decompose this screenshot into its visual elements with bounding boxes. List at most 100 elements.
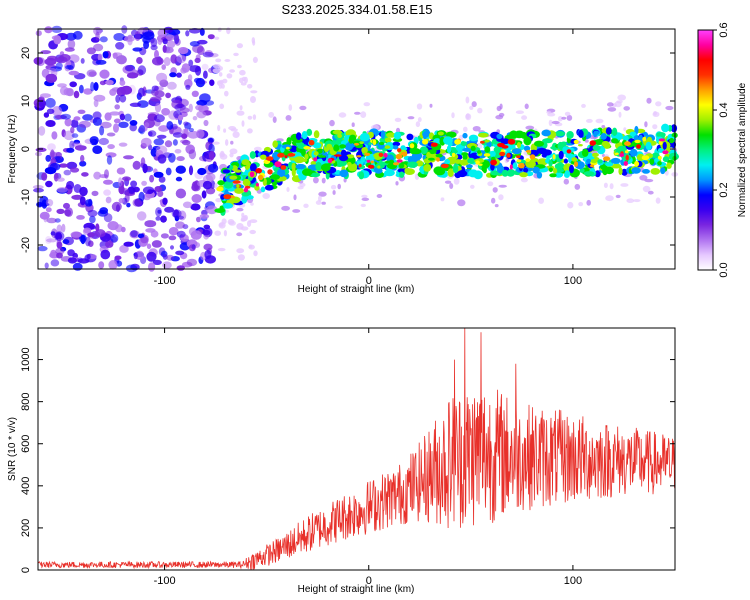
noise-blob (83, 227, 92, 234)
noise-blob (113, 33, 125, 41)
signal-hotspot (611, 138, 619, 144)
signal-hotspot (461, 152, 469, 157)
noise-blob (168, 235, 177, 241)
signal-blob (578, 129, 584, 138)
signal-hotspot (625, 150, 629, 154)
signal-halo (303, 203, 309, 208)
noise-blob (80, 154, 85, 163)
noise-blob (65, 32, 77, 41)
spectrogram-x-axis-label: Height of straight line (km) (298, 284, 415, 295)
signal-hotspot (516, 155, 521, 159)
signal-hotspot (634, 139, 641, 144)
noise-blob (191, 184, 201, 192)
signal-halo (330, 184, 337, 190)
signal-blob (339, 144, 346, 149)
signal-hotspot (601, 140, 610, 147)
noise-blob (40, 50, 51, 55)
signal-halo (557, 116, 563, 122)
noise-blob (104, 112, 112, 121)
signal-hotspot (243, 187, 249, 193)
signal-hotspot (367, 164, 375, 169)
noise-blob (166, 121, 174, 130)
signal-hotspot (326, 143, 333, 150)
signal-hotspot (507, 138, 516, 145)
noise-blob (70, 126, 75, 134)
noise-blob (237, 254, 245, 261)
signal-halo (451, 112, 455, 119)
noise-blob (45, 73, 58, 84)
noise-blob (190, 230, 202, 240)
signal-hotspot (232, 180, 241, 184)
signal-blob (493, 146, 502, 154)
signal-blob (250, 163, 257, 173)
noise-blob (204, 249, 212, 260)
noise-blob (114, 104, 120, 110)
signal-halo (394, 117, 402, 122)
noise-blob (104, 169, 109, 179)
signal-blob (358, 171, 365, 180)
noise-blob (212, 141, 220, 145)
signal-hotspot (327, 158, 333, 164)
noise-blob (176, 230, 186, 238)
signal-blob (583, 171, 595, 176)
noise-blob (57, 83, 67, 88)
signal-blob (670, 124, 678, 133)
signal-hotspot (518, 162, 525, 169)
noise-blob (150, 148, 158, 157)
signal-hotspot (313, 151, 319, 156)
signal-blob (270, 174, 280, 180)
noise-blob (89, 215, 96, 224)
noise-blob (50, 259, 60, 267)
noise-blob (123, 241, 134, 247)
noise-blob (132, 198, 142, 207)
noise-blob (132, 47, 143, 52)
noise-blob (71, 194, 84, 200)
signal-halo (496, 105, 502, 112)
noise-blob (124, 65, 134, 72)
signal-blob (496, 133, 503, 139)
signal-halo (584, 139, 589, 143)
signal-blob (536, 171, 543, 179)
signal-hotspot (266, 156, 274, 162)
noise-blob (98, 137, 110, 146)
noise-blob (94, 229, 106, 238)
noise-blob (148, 262, 156, 272)
colorbar: 0.0 0.2 0.4 0.6 Normalized spectral amplitu… (697, 22, 748, 278)
signal-blob (301, 131, 308, 140)
noise-blob (38, 125, 46, 136)
signal-blob (315, 161, 322, 171)
noise-blob (138, 124, 146, 135)
noise-blob (83, 88, 93, 95)
signal-blob (604, 166, 614, 175)
noise-blob (239, 69, 246, 76)
noise-blob (89, 136, 99, 145)
signal-hotspot (480, 140, 485, 144)
signal-halo (494, 204, 499, 208)
spectrogram-noise-region (32, 25, 258, 273)
signal-blob (444, 159, 451, 165)
noise-blob (110, 234, 119, 243)
noise-blob (95, 31, 100, 41)
noise-blob (100, 249, 111, 260)
noise-blob (239, 105, 243, 111)
signal-hotspot (440, 163, 449, 169)
noise-blob (146, 251, 157, 262)
signal-blob (332, 129, 343, 135)
signal-halo (653, 111, 657, 116)
signal-halo (566, 114, 573, 121)
signal-hotspot (257, 174, 264, 181)
x-tick-label: -100 (154, 575, 176, 587)
signal-blob (523, 167, 529, 173)
noise-blob (170, 54, 178, 64)
signal-hotspot (422, 139, 429, 145)
signal-blob (359, 133, 370, 142)
signal-blob (511, 148, 522, 155)
signal-halo (564, 111, 571, 116)
noise-blob (203, 100, 215, 106)
signal-hotspot (623, 161, 628, 166)
noise-blob (71, 133, 79, 138)
signal-halo (361, 197, 370, 201)
signal-hotspot (358, 163, 362, 168)
noise-blob (138, 87, 145, 98)
